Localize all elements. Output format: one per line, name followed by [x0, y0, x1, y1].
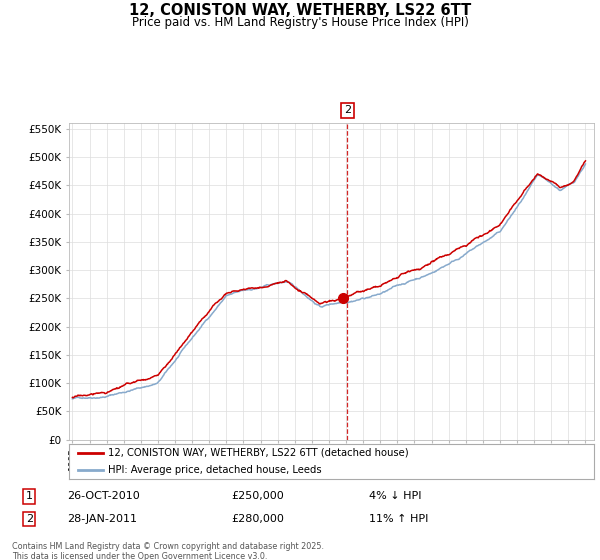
- Text: 2: 2: [26, 514, 33, 524]
- Text: 26-OCT-2010: 26-OCT-2010: [67, 491, 139, 501]
- Text: 12, CONISTON WAY, WETHERBY, LS22 6TT: 12, CONISTON WAY, WETHERBY, LS22 6TT: [129, 3, 471, 18]
- Text: 1: 1: [26, 491, 33, 501]
- Text: Price paid vs. HM Land Registry's House Price Index (HPI): Price paid vs. HM Land Registry's House …: [131, 16, 469, 29]
- Text: £280,000: £280,000: [231, 514, 284, 524]
- Text: 2: 2: [344, 105, 351, 115]
- Text: 12, CONISTON WAY, WETHERBY, LS22 6TT (detached house): 12, CONISTON WAY, WETHERBY, LS22 6TT (de…: [109, 448, 409, 458]
- Text: Contains HM Land Registry data © Crown copyright and database right 2025.
This d: Contains HM Land Registry data © Crown c…: [12, 542, 324, 560]
- Text: 4% ↓ HPI: 4% ↓ HPI: [369, 491, 422, 501]
- Text: £250,000: £250,000: [231, 491, 284, 501]
- Text: 28-JAN-2011: 28-JAN-2011: [67, 514, 137, 524]
- Text: 11% ↑ HPI: 11% ↑ HPI: [369, 514, 428, 524]
- Text: HPI: Average price, detached house, Leeds: HPI: Average price, detached house, Leed…: [109, 465, 322, 475]
